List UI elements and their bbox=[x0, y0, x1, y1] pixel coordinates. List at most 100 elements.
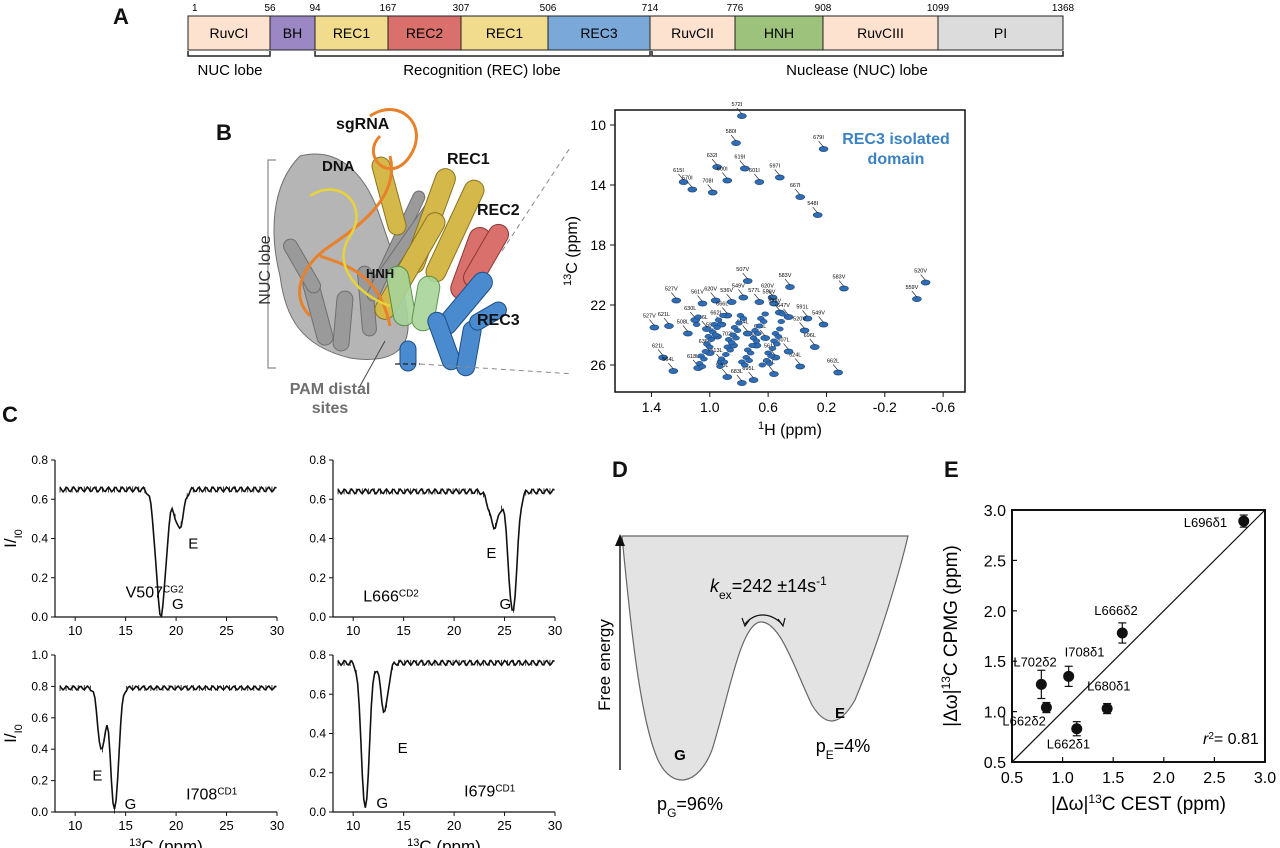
hmqc-cluster-peak bbox=[720, 359, 729, 365]
hmqc-cluster-peak bbox=[748, 343, 756, 348]
scatter-point bbox=[1101, 703, 1113, 715]
hmqc-peak-label: 708I bbox=[702, 179, 713, 185]
cest-major-label: G bbox=[376, 795, 388, 812]
label-pam-line2: sites bbox=[311, 400, 349, 417]
hmqc-peak-label: 667I bbox=[790, 183, 801, 189]
hmqc-peak-leader bbox=[774, 169, 781, 176]
energy-kex-value: =242 ±14s bbox=[732, 576, 816, 596]
hmqc-x-tick-label: 0.6 bbox=[758, 399, 778, 415]
zoom-line-top bbox=[501, 146, 570, 252]
hmqc-peak-label: 580I bbox=[726, 129, 737, 135]
hmqc-peak-label: 666L bbox=[716, 302, 728, 308]
energy-pg-label: pG=96% bbox=[657, 794, 723, 820]
energy-pg-val: =96% bbox=[676, 794, 723, 814]
hmqc-peak-leader bbox=[768, 295, 775, 302]
hmqc-peak bbox=[818, 146, 829, 152]
domain-position: 776 bbox=[727, 3, 744, 14]
cest-minor-label: E bbox=[188, 535, 198, 552]
cest-x-tick-label: 10 bbox=[68, 623, 82, 638]
hmqc-peak-label: 561V bbox=[691, 290, 704, 296]
label-dna: DNA bbox=[322, 158, 355, 175]
hmqc-cluster-peak bbox=[733, 328, 742, 333]
cest-residue-sup: CG2 bbox=[163, 584, 184, 595]
hmqc-cluster-peak bbox=[776, 326, 784, 332]
hmqc-peak-label: 591L bbox=[796, 305, 808, 311]
hmqc-x-tick-label: 1.4 bbox=[642, 399, 662, 415]
hmqc-peak-label: 601I bbox=[749, 168, 760, 174]
cest-y-tick-label: 0.2 bbox=[309, 766, 326, 780]
cest-major-label: G bbox=[172, 596, 184, 613]
hmqc-cluster-peak bbox=[711, 332, 720, 338]
lobe-bracket bbox=[651, 51, 1064, 57]
cest-y-tick-label: 0.8 bbox=[31, 679, 48, 693]
hmqc-cluster-peak bbox=[727, 340, 736, 345]
cest-x-axis-text: C (ppm) bbox=[419, 837, 480, 848]
hmqc-peak-leader bbox=[784, 278, 791, 286]
scatter-point-label: L696δ1 bbox=[1184, 515, 1227, 530]
hmqc-peak bbox=[799, 327, 810, 334]
scatter-r2-val: = 0.81 bbox=[1214, 731, 1259, 748]
hmqc-peak bbox=[722, 177, 733, 184]
scatter-point-label: L702δ2 bbox=[1013, 654, 1056, 669]
hmqc-peak bbox=[802, 315, 813, 322]
hmqc-peak bbox=[785, 284, 795, 290]
cest-major-label: G bbox=[500, 596, 512, 613]
zoom-line-bottom bbox=[419, 363, 570, 375]
cest-x-axis-sup: 13 bbox=[129, 837, 141, 848]
hmqc-cluster-peak bbox=[767, 353, 775, 359]
hmqc-cluster-peak bbox=[716, 364, 724, 369]
cest-y-tick-label: 0.0 bbox=[31, 610, 48, 624]
cest-x-tick-label: 25 bbox=[219, 623, 233, 638]
hmqc-peak-leader bbox=[649, 319, 655, 326]
hmqc-peak-label: 679I bbox=[813, 135, 824, 141]
domain-box bbox=[649, 15, 736, 51]
hmqc-peak-leader bbox=[802, 310, 808, 317]
domain-box bbox=[937, 15, 1064, 51]
cest-x-tick-label: 20 bbox=[447, 623, 461, 638]
scatter-point-label: L662δ1 bbox=[1047, 737, 1090, 752]
hmqc-cluster-peak bbox=[714, 317, 723, 323]
hmqc-peak-leader bbox=[768, 365, 775, 373]
cest-y-tick-label: 0.2 bbox=[31, 571, 48, 585]
hmqc-peak bbox=[748, 377, 759, 383]
energy-kex-sub: ex bbox=[719, 588, 732, 602]
hmqc-cluster-peak bbox=[707, 337, 715, 342]
domain-label: REC1 bbox=[333, 25, 371, 41]
scatter-y-tick-label: 1.5 bbox=[984, 654, 1006, 671]
energy-y-axis-label: Free energy bbox=[595, 619, 614, 711]
hmqc-cluster-peak bbox=[698, 364, 707, 369]
cest-y-tick-label: 0.2 bbox=[309, 571, 326, 585]
structure-dna bbox=[309, 188, 391, 308]
domain-label: BH bbox=[283, 25, 302, 41]
hmqc-peak-leader bbox=[710, 292, 716, 299]
panel-label-d: D bbox=[612, 457, 628, 482]
domain-box bbox=[460, 15, 549, 51]
hmqc-peak-leader bbox=[671, 292, 677, 299]
hmqc-x-tick-label: 1.0 bbox=[700, 399, 720, 415]
label-pam-line1: PAM distal bbox=[289, 381, 371, 398]
scatter-x-axis-sup: 13 bbox=[1088, 792, 1102, 806]
hmqc-peak-leader bbox=[668, 362, 674, 370]
label-sgrna: sgRNA bbox=[336, 116, 390, 133]
hmqc-peak-leader bbox=[809, 338, 816, 346]
domain-box bbox=[187, 15, 271, 51]
cest-x-tick-label: 30 bbox=[270, 623, 284, 638]
cest-residue-label: L666CD2 bbox=[363, 588, 419, 606]
hmqc-peak-label: 508L bbox=[677, 320, 689, 326]
cest-residue-sup: CD1 bbox=[217, 786, 237, 797]
hmqc-peak-leader bbox=[759, 329, 766, 337]
hmqc-peak-leader bbox=[774, 304, 781, 311]
cest-x-tick-label: 20 bbox=[169, 818, 183, 833]
energy-axis-arrow bbox=[615, 534, 625, 546]
scatter-x-axis-label: |Δω|13C CEST (ppm) bbox=[1051, 792, 1226, 815]
cest-y-tick-label: 0.8 bbox=[31, 453, 48, 467]
hmqc-peak bbox=[671, 297, 682, 304]
hmqc-peak-leader bbox=[794, 188, 801, 196]
scatter-x-tick-label: 2.5 bbox=[1203, 770, 1225, 787]
hmqc-peak-label: 600I bbox=[717, 167, 728, 173]
energy-surface bbox=[621, 535, 909, 781]
lobe-bracket bbox=[187, 51, 271, 57]
hmqc-peak-label: 520V bbox=[793, 317, 806, 323]
hmqc-cluster-peak bbox=[773, 341, 781, 347]
scatter-y-axis-label: |Δω|13C CPMG (ppm) bbox=[939, 545, 962, 727]
